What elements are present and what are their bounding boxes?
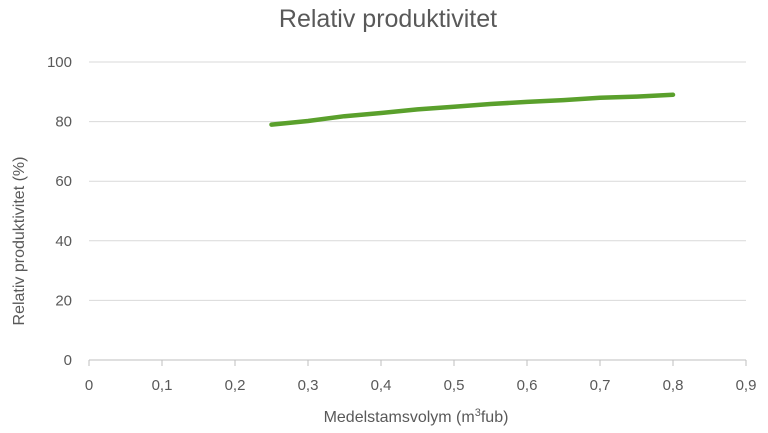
series-layer (269, 92, 676, 127)
x-axis-label-prefix: Medelstamsvolym (m (324, 409, 475, 426)
x-tick-label: 0,2 (225, 377, 246, 394)
x-tick-label: 0 (85, 377, 93, 394)
x-axis-label: Medelstamsvolym (m3fub) (324, 407, 509, 426)
axes (88, 359, 747, 366)
x-axis-label-superscript: 3 (475, 407, 481, 419)
x-tick-labels: 0 0,1 0,2 0,3 0,4 0,5 0,6 0,7 0,8 0,9 (85, 377, 757, 394)
y-tick-label: 80 (55, 114, 72, 131)
chart-title: Relativ produktivitet (279, 5, 497, 33)
y-tick-labels: 0 20 40 60 80 100 (47, 54, 72, 369)
y-tick-label: 20 (55, 292, 72, 309)
x-tick-label: 0,4 (371, 377, 392, 394)
y-tick-label: 40 (55, 233, 72, 250)
y-tick-label: 0 (64, 352, 72, 369)
x-axis-label-suffix: fub) (481, 409, 509, 426)
y-tick-label: 100 (47, 54, 72, 71)
x-tick-label: 0,6 (517, 377, 538, 394)
x-tick-label: 0,1 (152, 377, 173, 394)
series-line-0 (269, 92, 676, 127)
gridlines (89, 61, 746, 301)
x-tick-label: 0,7 (590, 377, 611, 394)
x-tick-label: 0,3 (298, 377, 319, 394)
x-tick-label: 0,9 (736, 377, 757, 394)
x-tick-label: 0,8 (663, 377, 684, 394)
y-axis-label: Relativ produktivitet (%) (11, 157, 28, 326)
y-tick-label: 60 (55, 173, 72, 190)
x-tick-label: 0,5 (444, 377, 465, 394)
